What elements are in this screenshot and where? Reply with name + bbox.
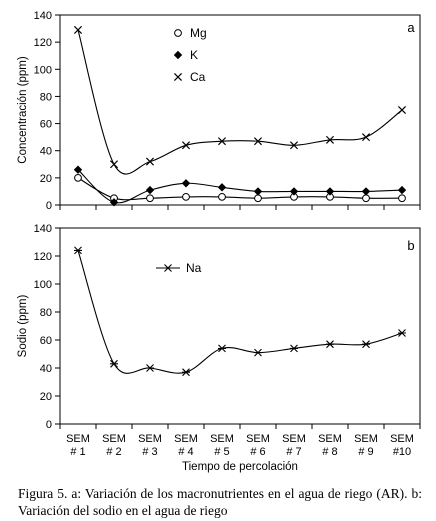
y-tick-label: 80 <box>40 91 52 103</box>
data-point-ca <box>253 137 263 146</box>
y-axis-title: Sodio (ppm) <box>17 295 29 358</box>
data-point-na <box>326 340 334 349</box>
x-tick-label: SEM <box>246 433 270 445</box>
y-tick-label: 40 <box>40 146 52 158</box>
x-tick-label: #10 <box>393 446 411 458</box>
series-line-mg <box>77 177 403 201</box>
y-tick-label: 140 <box>34 10 52 22</box>
data-point-k <box>325 187 335 196</box>
data-point-ca <box>173 72 183 82</box>
x-tick-label: # 6 <box>250 446 265 458</box>
data-point-k <box>109 198 119 207</box>
data-point-na <box>146 364 154 372</box>
x-tick-label: # 3 <box>142 446 157 458</box>
data-point-mg <box>218 192 226 201</box>
data-point-ca <box>217 137 227 146</box>
y-tick-label: 20 <box>40 391 52 403</box>
data-point-ca <box>325 135 335 144</box>
data-point-mg <box>254 194 262 203</box>
data-point-k <box>289 187 299 196</box>
x-tick-label: # 5 <box>214 446 229 458</box>
data-point-na <box>254 348 262 357</box>
data-point-ca <box>73 25 83 34</box>
data-point-na <box>362 340 370 349</box>
x-tick-label: # 1 <box>70 446 85 458</box>
panel-a: 0 20 40 60 80 100 120 140 Concentración (ppm) a Mg… <box>17 10 421 212</box>
series-line-na <box>77 250 403 374</box>
x-axis-title: Tiempo de percolación <box>182 461 298 473</box>
data-point-k <box>253 187 263 196</box>
data-point-na <box>74 246 82 255</box>
y-tick-label: 100 <box>34 64 52 76</box>
x-tick-label: SEM <box>318 433 342 445</box>
data-point-na <box>218 344 226 353</box>
y-tick-label: 0 <box>46 200 52 212</box>
x-tick-label: SEM <box>354 433 378 445</box>
data-point-mg <box>146 194 154 203</box>
data-point-ca <box>289 141 299 150</box>
y-tick-label: 140 <box>34 223 52 235</box>
legend-label: Ca <box>190 70 206 84</box>
x-tick-label: SEM <box>174 433 198 445</box>
x-tick-label: # 2 <box>106 446 121 458</box>
y-tick-label: 60 <box>40 119 52 131</box>
y-tick-label: 40 <box>40 363 52 375</box>
data-point-ca <box>145 157 155 166</box>
y-tick-label: 120 <box>34 251 52 263</box>
y-axis-title: Concentración (ppm) <box>17 56 29 164</box>
data-point-k <box>181 179 191 188</box>
figure-caption: Figura 5. a: Variación de los macronutri… <box>18 486 422 518</box>
x-tick-label: SEM <box>66 433 90 445</box>
y-tick-label: 120 <box>34 37 52 49</box>
data-point-na <box>290 344 298 353</box>
x-tick-label: # 8 <box>322 446 337 458</box>
data-point-k <box>73 165 83 174</box>
y-tick-label: 20 <box>40 173 52 185</box>
panel-letter: a <box>407 20 415 35</box>
x-tick-label: # 4 <box>178 446 193 458</box>
x-tick-label: SEM <box>102 433 126 445</box>
data-point-mg <box>174 29 182 37</box>
data-point-na <box>164 264 172 272</box>
data-point-ca <box>397 105 407 115</box>
data-point-ca <box>181 141 191 150</box>
y-tick-label: 0 <box>46 419 52 431</box>
data-point-k <box>397 185 407 195</box>
x-tick-label: SEM <box>282 433 306 445</box>
figure-5-chart: 0 20 40 60 80 100 120 140 Concentración (ppm) a Mg… <box>17 10 421 473</box>
data-point-mg <box>398 194 406 203</box>
y-tick-label: 60 <box>40 335 52 347</box>
data-point-k <box>173 50 183 60</box>
data-point-ca <box>109 160 119 169</box>
plot-frame <box>59 14 421 206</box>
data-point-k <box>145 185 155 195</box>
y-tick-label: 100 <box>34 279 52 291</box>
data-point-mg <box>182 192 190 201</box>
legend-label: Na <box>186 261 202 275</box>
data-point-na <box>182 368 190 377</box>
series-line-ca <box>77 29 403 175</box>
data-point-na <box>398 329 406 337</box>
data-point-na <box>110 359 118 368</box>
x-tick-label: # 9 <box>358 446 373 458</box>
data-point-ca <box>361 133 371 142</box>
data-point-k <box>217 183 227 192</box>
data-point-k <box>361 187 371 196</box>
y-tick-label: 80 <box>40 307 52 319</box>
series-line-k <box>77 169 403 204</box>
data-point-mg <box>362 194 370 203</box>
legend-label: K <box>190 48 198 62</box>
x-tick-label: SEM <box>210 433 234 445</box>
x-tick-label: SEM <box>390 433 414 445</box>
panel-letter: b <box>407 238 414 253</box>
legend-label: Mg <box>190 26 207 40</box>
plot-frame <box>59 227 421 425</box>
x-tick-label: SEM <box>138 433 162 445</box>
data-point-mg <box>74 173 82 182</box>
x-tick-label: # 7 <box>286 446 301 458</box>
